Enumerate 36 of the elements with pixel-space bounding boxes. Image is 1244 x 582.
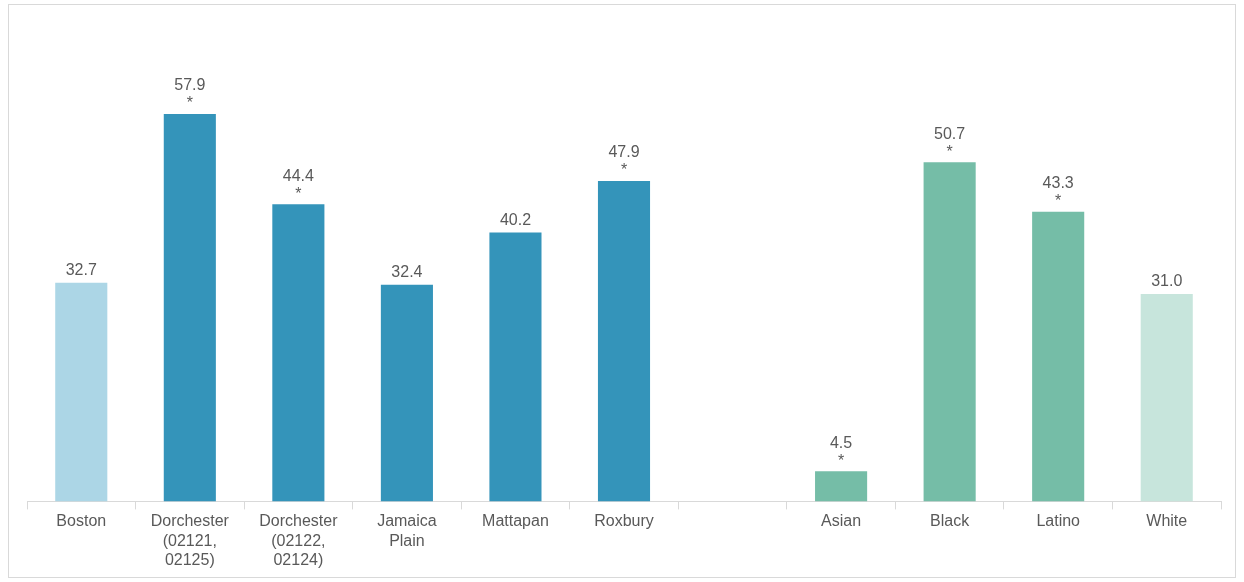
annotation: * — [837, 451, 845, 469]
x-tick-label: Asian — [821, 512, 862, 530]
data-label: 32.7 — [65, 261, 97, 279]
data-label: 40.2 — [499, 210, 532, 228]
x-tick-label: Roxbury — [594, 512, 654, 530]
bar — [1032, 211, 1085, 502]
bar — [272, 204, 325, 502]
bar — [55, 282, 108, 502]
x-tick-label: Dorchester (02122, 02124) — [259, 512, 339, 568]
x-tick-label: Boston — [56, 512, 107, 530]
data-label: 57.9 — [174, 76, 206, 94]
data-label: 47.9 — [608, 143, 640, 161]
bar — [815, 471, 868, 502]
data-label: 32.4 — [391, 263, 423, 281]
bar — [597, 180, 651, 502]
annotation: * — [946, 142, 953, 160]
x-tick-label: Jamaica Plain — [377, 512, 437, 549]
bar — [1140, 294, 1193, 502]
data-label: 4.5 — [829, 433, 853, 451]
x-tick-label: Mattapan — [482, 512, 549, 530]
x-tick-label: Black — [930, 512, 971, 530]
bar — [489, 232, 542, 502]
data-label: 43.3 — [1042, 174, 1074, 192]
data-label: 44.4 — [282, 166, 315, 184]
bar — [163, 114, 216, 502]
x-tick-label: Latino — [1036, 512, 1081, 530]
bar — [923, 162, 976, 502]
annotation: * — [1055, 192, 1062, 210]
x-tick-label: White — [1146, 512, 1188, 530]
annotation: * — [186, 94, 193, 112]
bar — [380, 284, 433, 502]
data-label: 50.7 — [934, 124, 966, 142]
data-label: 31.0 — [1151, 272, 1183, 290]
annotation: * — [620, 161, 628, 179]
annotation: * — [295, 184, 302, 202]
x-tick-label: Dorchester (02121, 02125) — [150, 512, 230, 568]
